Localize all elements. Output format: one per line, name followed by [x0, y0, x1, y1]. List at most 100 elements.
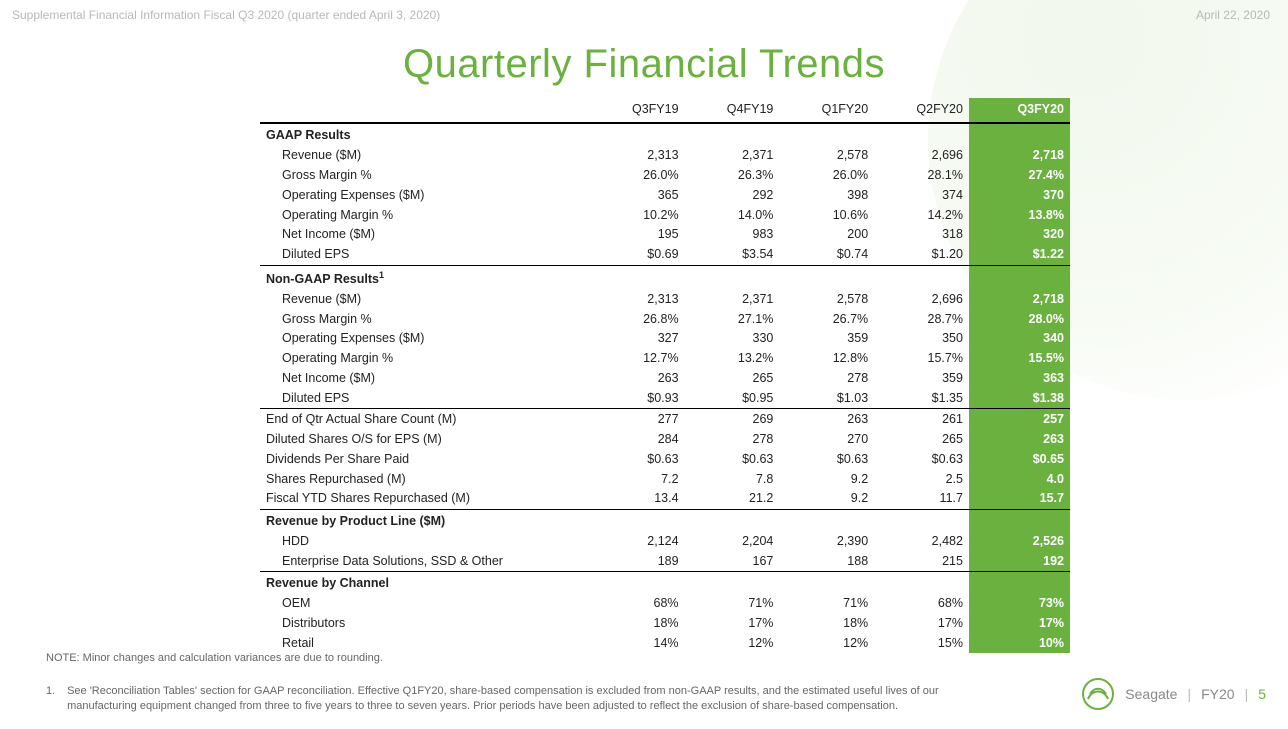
brand-footer: Seagate | FY20 | 5 — [1081, 677, 1266, 711]
seagate-logo-icon — [1081, 677, 1115, 711]
data-cell: 10.6% — [779, 205, 874, 225]
data-cell: 983 — [685, 225, 780, 245]
data-cell: 15.7% — [874, 349, 969, 369]
footnote-1: 1. See 'Reconciliation Tables' section f… — [46, 684, 966, 714]
header-left: Supplemental Financial Information Fisca… — [12, 8, 440, 22]
section-header-cell — [874, 265, 969, 289]
data-cell: 284 — [590, 429, 685, 449]
data-cell: 12% — [779, 633, 874, 653]
data-cell: 359 — [874, 369, 969, 389]
data-cell: 9.2 — [779, 489, 874, 509]
row-label: Operating Expenses ($M) — [260, 329, 590, 349]
col-header-label — [260, 98, 590, 123]
row-label: Revenue ($M) — [260, 289, 590, 309]
data-cell: 359 — [779, 329, 874, 349]
row-label: Diluted EPS — [260, 389, 590, 409]
data-cell: 292 — [685, 185, 780, 205]
section-header-cell — [685, 123, 780, 145]
data-cell: 18% — [779, 613, 874, 633]
data-cell: 340 — [969, 329, 1070, 349]
data-cell: 71% — [779, 593, 874, 613]
data-cell: 26.3% — [685, 165, 780, 185]
rounding-note: NOTE: Minor changes and calculation vari… — [46, 652, 383, 664]
row-label: Diluted Shares O/S for EPS (M) — [260, 429, 590, 449]
data-cell: $0.93 — [590, 389, 685, 409]
data-cell: 27.4% — [969, 165, 1070, 185]
data-cell: 188 — [779, 551, 874, 571]
row-label: Gross Margin % — [260, 309, 590, 329]
data-cell: $0.63 — [590, 449, 685, 469]
section-header-cell — [590, 571, 685, 593]
section-header: Revenue by Channel — [260, 571, 590, 593]
row-label: Distributors — [260, 613, 590, 633]
data-cell: $0.69 — [590, 245, 685, 265]
section-header-cell — [685, 265, 780, 289]
data-cell: $0.95 — [685, 389, 780, 409]
data-cell: 330 — [685, 329, 780, 349]
section-header-cell — [779, 265, 874, 289]
data-cell: 318 — [874, 225, 969, 245]
section-header: GAAP Results — [260, 123, 590, 145]
data-cell: 7.2 — [590, 469, 685, 489]
data-cell: $1.20 — [874, 245, 969, 265]
section-header-cell — [874, 509, 969, 531]
col-header: Q2FY20 — [874, 98, 969, 123]
data-cell: 21.2 — [685, 489, 780, 509]
section-header-cell — [685, 509, 780, 531]
data-cell: 27.1% — [685, 309, 780, 329]
data-cell: 2,371 — [685, 145, 780, 165]
data-cell: 13.8% — [969, 205, 1070, 225]
financial-table: Q3FY19Q4FY19Q1FY20Q2FY20Q3FY20 GAAP Resu… — [260, 98, 1070, 653]
data-cell: 2,696 — [874, 289, 969, 309]
row-label: Fiscal YTD Shares Repurchased (M) — [260, 489, 590, 509]
section-header-cell — [590, 123, 685, 145]
page-title: Quarterly Financial Trends — [0, 42, 1288, 87]
row-label: Net Income ($M) — [260, 225, 590, 245]
data-cell: $0.63 — [779, 449, 874, 469]
data-cell: 26.8% — [590, 309, 685, 329]
col-header: Q1FY20 — [779, 98, 874, 123]
data-cell: 15.7 — [969, 489, 1070, 509]
data-cell: $3.54 — [685, 245, 780, 265]
row-label: OEM — [260, 593, 590, 613]
row-label: Shares Repurchased (M) — [260, 469, 590, 489]
data-cell: 13.2% — [685, 349, 780, 369]
data-cell: 26.0% — [590, 165, 685, 185]
data-cell: $0.65 — [969, 449, 1070, 469]
data-cell: 263 — [969, 429, 1070, 449]
data-cell: 195 — [590, 225, 685, 245]
data-cell: $0.63 — [685, 449, 780, 469]
data-cell: 370 — [969, 185, 1070, 205]
data-cell: 73% — [969, 593, 1070, 613]
data-cell: 363 — [969, 369, 1070, 389]
data-cell: 200 — [779, 225, 874, 245]
row-label: Retail — [260, 633, 590, 653]
data-cell: 26.7% — [779, 309, 874, 329]
data-cell: 14% — [590, 633, 685, 653]
data-cell: 2,313 — [590, 289, 685, 309]
data-cell: $0.74 — [779, 245, 874, 265]
footnote-number: 1. — [46, 684, 64, 699]
brand-name: Seagate — [1125, 686, 1177, 702]
row-label: Operating Expenses ($M) — [260, 185, 590, 205]
data-cell: 7.8 — [685, 469, 780, 489]
section-header-cell — [969, 265, 1070, 289]
data-cell: 2,482 — [874, 531, 969, 551]
data-cell: 9.2 — [779, 469, 874, 489]
data-cell: 2,313 — [590, 145, 685, 165]
data-cell: 2,204 — [685, 531, 780, 551]
data-cell: 257 — [969, 409, 1070, 429]
row-label: Net Income ($M) — [260, 369, 590, 389]
data-cell: 270 — [779, 429, 874, 449]
data-cell: 320 — [969, 225, 1070, 245]
data-cell: 277 — [590, 409, 685, 429]
data-cell: 261 — [874, 409, 969, 429]
col-header: Q3FY20 — [969, 98, 1070, 123]
row-label: Dividends Per Share Paid — [260, 449, 590, 469]
data-cell: $1.03 — [779, 389, 874, 409]
data-cell: 365 — [590, 185, 685, 205]
header-right: April 22, 2020 — [1196, 8, 1270, 22]
brand-divider: | — [1245, 686, 1249, 702]
row-label: End of Qtr Actual Share Count (M) — [260, 409, 590, 429]
section-header-cell — [969, 509, 1070, 531]
